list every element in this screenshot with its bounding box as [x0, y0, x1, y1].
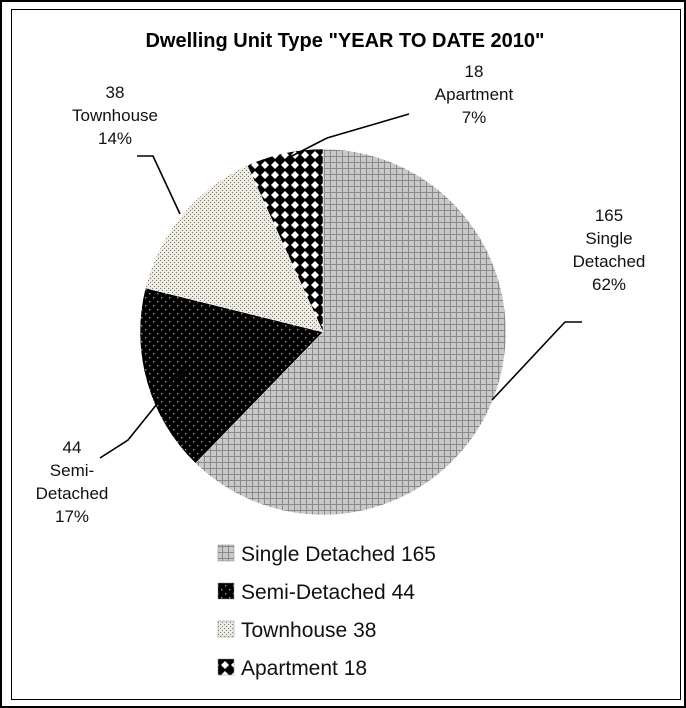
legend-swatch-semi-detached: [217, 582, 235, 600]
data-label-semi-detached: 17%: [55, 507, 89, 526]
leader-line-semi-detached: [99, 367, 187, 459]
leader-line-single-detached: [491, 321, 582, 401]
pie-slice-townhouse: [145, 165, 324, 333]
pie-slice-single-detached: [195, 148, 507, 516]
chart-title: Dwelling Unit Type "YEAR TO DATE 2010": [145, 30, 544, 52]
legend-entry-semi-detached: Semi-Detached 44: [241, 581, 415, 604]
data-label-single-detached: 62%: [592, 275, 626, 294]
data-label-semi-detached: Semi-: [50, 461, 94, 480]
pie-slice-apartment: [246, 148, 324, 333]
legend-entry-single-detached: Single Detached 165: [241, 543, 436, 566]
data-label-townhouse: 14%: [98, 129, 132, 148]
legend-entry-apartment: Apartment 18: [241, 657, 367, 680]
data-label-apartment: Apartment: [435, 85, 514, 104]
data-label-single-detached: Detached: [573, 252, 646, 271]
data-label-apartment: 7%: [462, 108, 487, 127]
legend-entry-townhouse: Townhouse 38: [241, 619, 376, 642]
leader-line-townhouse: [137, 155, 181, 215]
data-label-semi-detached: 44: [63, 438, 82, 457]
legend-swatch-townhouse: [217, 620, 235, 638]
legend-swatch-apartment: [217, 658, 235, 676]
legend-swatch-single-detached: [217, 544, 235, 562]
leader-line-apartment: [287, 113, 410, 159]
data-label-townhouse: Townhouse: [72, 106, 158, 125]
data-label-townhouse: 38: [106, 83, 125, 102]
data-label-apartment: 18: [465, 62, 484, 81]
data-label-semi-detached: Detached: [36, 484, 109, 503]
data-label-single-detached: Single: [585, 229, 632, 248]
pie-slice-semi-detached: [139, 287, 324, 464]
data-label-single-detached: 165: [595, 206, 623, 225]
